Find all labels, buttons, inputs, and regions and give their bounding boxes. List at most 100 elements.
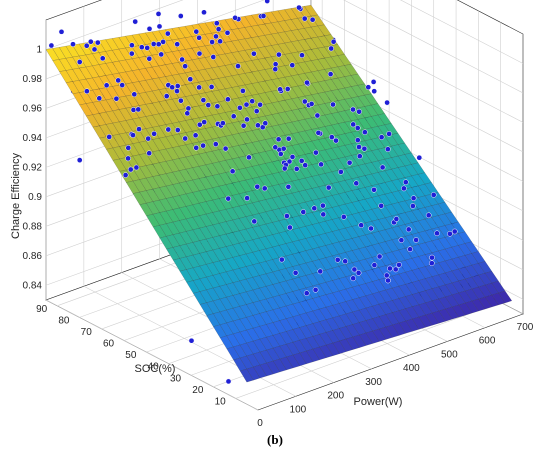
- data-point: [235, 63, 241, 69]
- data-point: [287, 224, 293, 231]
- data-point: [125, 145, 132, 151]
- tick-labels: 0 100 200 300 400 500 600 700 10 20 30 40 50 60 70 80 90…: [23, 45, 534, 430]
- data-point: [133, 164, 140, 171]
- data-point: [208, 84, 215, 90]
- z-tick-label: 0.84: [23, 280, 43, 291]
- x-tick-label: 600: [479, 336, 496, 347]
- x-tick-label: 700: [517, 322, 534, 333]
- data-point: [165, 126, 172, 133]
- data-point: [179, 56, 185, 63]
- z-tick-label: 0.88: [23, 221, 43, 232]
- data-point: [365, 84, 372, 91]
- data-point: [213, 20, 220, 27]
- data-point: [277, 151, 284, 157]
- data-point: [333, 137, 339, 144]
- data-point: [205, 102, 212, 108]
- data-point: [201, 119, 208, 125]
- data-point: [146, 150, 153, 157]
- data-point: [177, 13, 184, 19]
- data-point: [383, 272, 390, 279]
- data-point: [196, 50, 203, 57]
- data-point: [244, 116, 250, 123]
- data-point: [362, 129, 368, 136]
- data-point: [334, 256, 341, 263]
- z-tick-label: 0.96: [23, 103, 43, 114]
- data-point: [311, 205, 318, 212]
- x-tick-label: 100: [290, 404, 307, 415]
- data-point: [196, 84, 202, 91]
- x-axis-label: Power(W): [354, 396, 403, 408]
- data-point: [385, 146, 391, 153]
- data-point: [385, 277, 391, 284]
- data-point: [182, 63, 188, 70]
- data-point: [209, 39, 215, 45]
- data-point: [160, 39, 166, 45]
- data-point: [301, 98, 308, 105]
- data-point: [130, 132, 136, 138]
- data-point: [371, 88, 378, 95]
- data-point: [224, 29, 231, 36]
- data-point: [103, 82, 110, 89]
- data-point: [313, 149, 319, 156]
- data-point: [249, 98, 256, 105]
- data-point: [70, 41, 76, 48]
- data-point: [277, 86, 283, 93]
- data-point: [425, 212, 432, 219]
- data-point: [174, 41, 181, 48]
- data-point: [136, 126, 142, 132]
- x-tick-label: 300: [365, 377, 382, 388]
- data-point: [155, 41, 162, 48]
- data-point: [158, 51, 165, 58]
- data-point: [346, 159, 353, 166]
- data-point: [188, 337, 195, 344]
- data-point: [125, 155, 131, 162]
- data-point: [87, 38, 94, 45]
- data-point: [278, 256, 285, 263]
- x-tick-label: 500: [441, 349, 458, 360]
- z-tick-label: 0.98: [23, 74, 43, 85]
- data-point: [317, 268, 324, 275]
- data-point: [393, 216, 400, 222]
- data-point: [240, 88, 246, 94]
- data-point: [272, 144, 279, 151]
- data-point: [320, 202, 326, 209]
- z-tick-label: 0.92: [23, 162, 43, 173]
- data-point: [122, 172, 129, 178]
- data-point: [243, 101, 250, 108]
- data-point: [113, 95, 120, 102]
- data-point: [350, 121, 357, 128]
- data-point: [187, 76, 194, 83]
- data-point: [338, 169, 344, 175]
- data-point: [327, 71, 334, 77]
- data-point: [210, 54, 217, 60]
- data-point: [300, 209, 307, 215]
- grid-line-z: [310, 12, 524, 123]
- data-point: [225, 378, 232, 385]
- data-point: [303, 290, 310, 297]
- data-point: [299, 52, 305, 59]
- data-point: [315, 129, 322, 136]
- data-points-front: [48, 0, 458, 297]
- data-point: [185, 105, 192, 112]
- y-tick-label: 10: [215, 396, 227, 407]
- data-point: [83, 42, 90, 49]
- data-point: [255, 122, 261, 129]
- data-point: [350, 275, 357, 282]
- data-point: [163, 93, 170, 99]
- data-point: [356, 153, 363, 160]
- data-point: [130, 107, 137, 113]
- data-point: [128, 50, 135, 57]
- data-point: [430, 192, 437, 198]
- data-point: [259, 124, 266, 131]
- data-point: [285, 135, 292, 142]
- figure-caption: (b): [267, 432, 283, 447]
- y-tick-label: 60: [103, 339, 115, 350]
- data-point: [354, 125, 361, 131]
- x-tick-label: 400: [403, 363, 420, 374]
- data-point: [378, 202, 385, 209]
- data-point: [132, 18, 139, 25]
- data-point: [264, 0, 271, 4]
- y-tick-label: 30: [170, 373, 182, 384]
- data-point: [217, 38, 223, 45]
- data-point: [370, 79, 377, 85]
